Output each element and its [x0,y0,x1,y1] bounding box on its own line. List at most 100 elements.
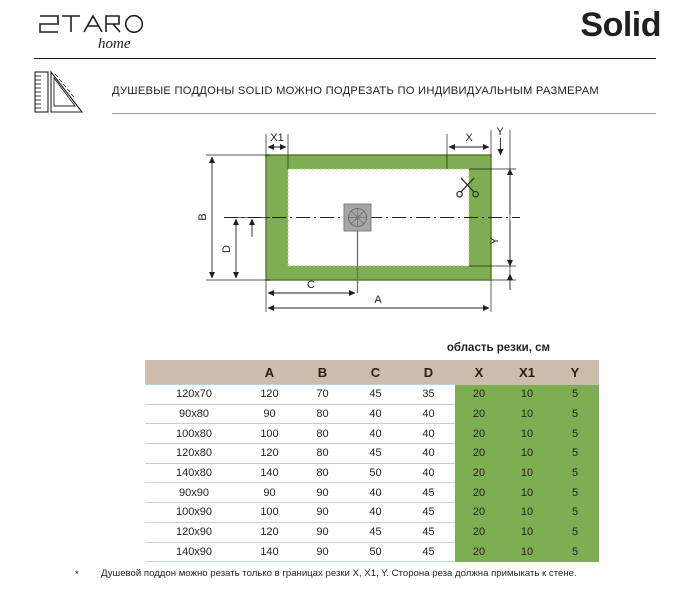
cell-b: 90 [296,521,349,542]
staro-home-logo: home [36,10,186,54]
cell-b: 90 [296,502,349,523]
cell-x: 20 [455,463,503,483]
cell-y: 5 [551,482,599,503]
cell-x1: 10 [503,384,551,405]
cell-b: 90 [296,482,349,503]
cell-d: 35 [402,384,455,405]
cell-x1: 10 [503,522,551,542]
cell-x: 20 [455,404,503,424]
cell-y: 5 [551,522,599,542]
dim-label-y-top: Y [496,126,504,138]
cell-a: 120 [243,521,296,542]
cell-x1: 10 [503,482,551,503]
shower-tray-diagram: X1 X Y Y B D C A [0,122,689,322]
cell-x1: 10 [503,463,551,483]
cell-c: 50 [349,541,402,563]
cell-c: 40 [349,482,402,503]
cell-b: 80 [296,462,349,483]
logo-subtext: home [98,36,131,52]
cell-size: 120x80 [145,443,243,464]
cell-x: 20 [455,542,503,562]
cell-x: 20 [455,482,503,503]
ruler-set-square-icon [34,70,84,113]
cell-d: 40 [402,443,455,464]
cell-d: 40 [402,462,455,483]
cell-b: 70 [296,384,349,405]
table-row: 90x80 90 80 40 40 20 10 5 [145,403,599,424]
staro-wordmark-icon: home [39,14,144,52]
cell-c: 50 [349,462,402,483]
col-header-d: D [402,360,455,385]
table-row: 120x70 120 70 45 35 20 10 5 [145,384,599,405]
subtitle-divider [112,113,656,114]
table-row: 90x90 90 90 40 45 20 10 5 [145,482,599,503]
footnote-marker: * [75,569,79,580]
cell-y: 5 [551,423,599,444]
table-row: 100x80 100 80 40 40 20 10 5 [145,423,599,444]
scissors-icon [456,177,479,198]
page-title: Solid [580,6,661,44]
header-divider [34,58,656,59]
cell-c: 40 [349,502,402,523]
col-header-x1: X1 [503,360,551,385]
cell-x: 20 [455,443,503,464]
cell-size: 90x90 [145,482,243,503]
col-header-c: C [349,360,402,385]
cell-a: 90 [243,403,296,424]
cell-a: 90 [243,482,296,503]
cell-c: 40 [349,403,402,424]
cell-d: 45 [402,502,455,523]
specification-table: A B C D X X1 Y 120x70 120 70 45 35 20 10 5 90x80… [145,360,599,563]
cell-d: 40 [402,423,455,444]
cell-y: 5 [551,502,599,523]
table-row: 120x80 120 80 45 40 20 10 5 [145,443,599,464]
dim-label-a: A [374,294,382,306]
cell-size: 100x90 [145,502,243,523]
cell-a: 100 [243,502,296,523]
dim-label-d: D [221,245,233,253]
table-row: 140x80 140 80 50 40 20 10 5 [145,462,599,483]
subtitle-text: ДУШЕВЫЕ ПОДДОНЫ SOLID МОЖНО ПОДРЕЗАТЬ ПО… [112,85,599,97]
cell-y: 5 [551,542,599,562]
drain-grate-icon [343,203,372,232]
cell-x1: 10 [503,502,551,523]
table-row: 140x90 140 90 50 45 20 10 5 [145,541,599,563]
cell-c: 45 [349,384,402,405]
cell-x1: 10 [503,423,551,444]
cell-size: 140x90 [145,541,243,563]
cell-size: 90x80 [145,403,243,424]
cell-size: 120x90 [145,521,243,542]
subtitle-bar: ДУШЕВЫЕ ПОДДОНЫ SOLID МОЖНО ПОДРЕЗАТЬ ПО… [0,66,689,118]
footnote-text: Душевой поддон можно резать только в гра… [101,568,577,579]
cell-y: 5 [551,384,599,405]
cell-size: 140x80 [145,462,243,483]
cell-y: 5 [551,443,599,464]
cell-size: 120x70 [145,384,243,405]
cell-a: 120 [243,443,296,464]
cut-area-caption: область резки, см [446,342,550,354]
cell-size: 100x80 [145,423,243,444]
cell-x: 20 [455,502,503,523]
cell-d: 45 [402,482,455,503]
table-header-row: A B C D X X1 Y [145,360,599,385]
cell-b: 80 [296,403,349,424]
col-header-x: X [455,360,503,385]
cell-x: 20 [455,423,503,444]
col-header-y: Y [551,360,599,385]
cell-a: 120 [243,384,296,405]
col-header-size [145,360,243,385]
dim-label-b: B [197,213,209,220]
cell-c: 45 [349,521,402,542]
col-header-a: A [243,360,296,385]
dim-label-c: C [307,279,315,291]
table-row: 100x90 100 90 40 45 20 10 5 [145,502,599,523]
cell-c: 45 [349,443,402,464]
col-header-b: B [296,360,349,385]
cell-x1: 10 [503,542,551,562]
cell-b: 80 [296,443,349,464]
cell-a: 100 [243,423,296,444]
cell-c: 40 [349,423,402,444]
cell-x: 20 [455,384,503,405]
cell-a: 140 [243,462,296,483]
cell-b: 80 [296,423,349,444]
